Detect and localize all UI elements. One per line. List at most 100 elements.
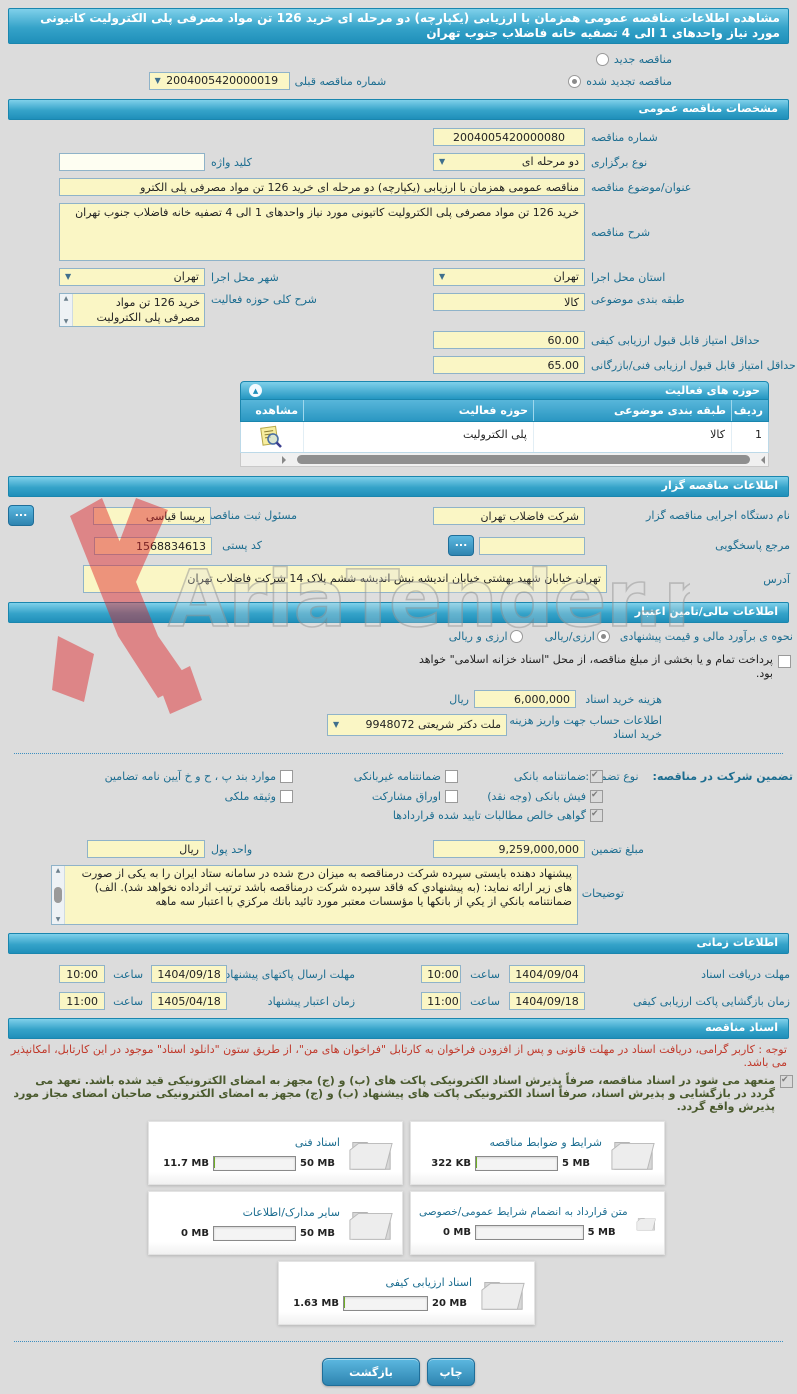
keyword-input[interactable]	[59, 153, 205, 171]
account-select[interactable]: ملت دکتر شریعتی 9948072 ▼	[327, 714, 507, 736]
registrar-label: مسئول ثبت مناقصه	[206, 509, 297, 522]
bank-slip-label: فیش بانکی (وجه نقد)	[487, 790, 586, 803]
bonds-label: اوراق مشارکت	[371, 790, 441, 803]
contact-row: مرجع پاسخگویی ... کد پستی 1568834613	[0, 535, 797, 556]
new-tender-radio[interactable]	[595, 53, 609, 66]
file-box-terms[interactable]: شرایط و ضوابط مناقصه 322 KB 5 MB	[410, 1121, 665, 1185]
account-label: اطلاعات حساب جهت واریز هزینه خرید اسناد	[509, 714, 662, 741]
property-collateral-checkbox[interactable]	[280, 790, 293, 803]
table-horizontal-scrollbar[interactable]	[240, 453, 769, 467]
method-keyword-row: نوع برگزاری دو مرحله ای ▼ کلید واژه	[0, 153, 797, 171]
folder-icon	[611, 1141, 655, 1170]
validity-time-field[interactable]: 11:00	[59, 992, 106, 1010]
registrar-more-button[interactable]: ...	[8, 505, 34, 526]
document-files: شرایط و ضوابط مناقصه 322 KB 5 MB اسناد فن…	[148, 1121, 665, 1325]
opening-date-field[interactable]: 1404/09/18	[509, 992, 585, 1010]
file-box-technical[interactable]: اسناد فنی 11.7 MB 50 MB	[148, 1121, 403, 1185]
scrollbar-thumb[interactable]	[296, 455, 750, 464]
province-select[interactable]: تهران ▼	[433, 268, 585, 286]
row-area-cell: پلی الکترولیت	[303, 422, 533, 452]
previous-tender-number-select[interactable]: 2004005420000019 ▼	[148, 72, 290, 90]
bylaw-items-label: موارد بند پ ، ح و خ آیین نامه تضامین	[104, 770, 276, 783]
esignature-pledge-checkbox[interactable]	[780, 1075, 793, 1088]
min-quality-field[interactable]: 60.00	[433, 331, 585, 349]
scroll-down-icon[interactable]: ▼	[63, 318, 69, 325]
scroll-right-icon[interactable]	[281, 455, 290, 464]
scroll-up-icon[interactable]: ▲	[63, 295, 69, 302]
page-title: مشاهده اطلاعات مناقصه عمومی همزمان با ار…	[8, 8, 789, 44]
notes-label: توضیحات	[581, 887, 624, 900]
section-timing-info: اطلاعات زمانی	[8, 933, 789, 954]
activity-listbox[interactable]: خرید 126 تن مواد مصرفی پلی الکترولیت کات…	[59, 293, 205, 327]
print-button[interactable]: چاپ	[427, 1358, 475, 1386]
guarantee-amount-field[interactable]: 9,259,000,000	[433, 840, 585, 858]
hour-label: ساعت	[470, 967, 500, 981]
mixed-currency-radio[interactable]	[509, 630, 523, 643]
guarantee-amount-label: مبلغ تضمین	[591, 842, 644, 856]
renewed-tender-radio[interactable]	[568, 74, 582, 88]
currency-unit-field[interactable]: ریال	[87, 840, 205, 858]
address-field[interactable]: تهران خیابان شهید بهشتی خیابان اندیشه نب…	[83, 565, 607, 593]
agency-name-field[interactable]: شرکت فاضلاب تهران	[433, 506, 585, 525]
opening-time-field[interactable]: 11:00	[421, 992, 462, 1010]
file-box-other[interactable]: سایر مدارک/اطلاعات 0 MB 50 MB	[148, 1191, 403, 1255]
tender-number-field[interactable]: 2004005420000080	[433, 128, 585, 146]
doc-fee-field[interactable]: 6,000,000	[474, 690, 576, 708]
nonbank-guarantee-checkbox[interactable]	[445, 770, 458, 783]
doc-fee-row: هزینه خرید اسناد 6,000,000 ریال	[0, 690, 793, 708]
scroll-left-icon[interactable]	[757, 455, 765, 464]
section-general-specs: مشخصات مناقصه عمومی	[8, 99, 789, 120]
classification-field[interactable]: کالا	[433, 293, 585, 311]
contact-more-button[interactable]: ...	[448, 535, 474, 556]
bank-slip-checkbox[interactable]	[590, 790, 603, 803]
scrollbar-thumb[interactable]	[54, 887, 62, 903]
scroll-up-icon[interactable]: ▲	[55, 867, 61, 874]
method-select[interactable]: دو مرحله ای ▼	[433, 153, 585, 171]
rial-currency-radio[interactable]	[596, 630, 610, 643]
bonds-checkbox[interactable]	[445, 790, 458, 803]
bank-guarantee-checkbox[interactable]	[590, 770, 603, 783]
notes-scrollbar[interactable]: ▲ ▼	[52, 866, 65, 924]
file-box-quality-eval[interactable]: اسناد ارزیابی کیفی 1.63 MB 20 MB	[278, 1261, 535, 1325]
file-label: شرایط و ضوابط مناقصه	[489, 1135, 603, 1149]
mixed-currency-label: ارزی و ریالی	[448, 630, 508, 643]
file-progressbar	[343, 1295, 428, 1311]
folder-icon	[349, 1141, 393, 1170]
city-select[interactable]: تهران ▼	[59, 268, 205, 286]
tender-view-page: { "banner": {"title": "مشاهده اطلاعات من…	[0, 8, 797, 1394]
file-box-contract[interactable]: متن قرارداد به انضمام شرایط عمومی/خصوصی …	[410, 1191, 665, 1255]
collapse-icon[interactable]: ▲	[249, 384, 262, 397]
file-size: 0 MB	[442, 1227, 471, 1238]
treasury-checkbox[interactable]	[778, 655, 791, 668]
file-max-size: 50 MB	[300, 1227, 335, 1239]
folder-icon	[636, 1218, 656, 1231]
view-details-icon[interactable]	[258, 424, 284, 450]
opening-time-label: زمان بازگشایی پاکت ارزیابی کیفی	[632, 994, 790, 1008]
validity-date-field[interactable]: 1405/04/18	[151, 992, 228, 1010]
description-textarea[interactable]: خرید 126 تن مواد مصرفی پلی الکترولیت کات…	[59, 203, 585, 261]
send-deadline-label: مهلت ارسال پاکتهای پیشنهاد	[225, 967, 356, 981]
net-claims-checkbox[interactable]	[590, 809, 603, 822]
receive-time-field[interactable]: 10:00	[421, 965, 462, 983]
agency-name-row: نام دستگاه اجرایی مناقصه گزار شرکت فاضلا…	[0, 505, 797, 526]
notes-textarea[interactable]: پیشنهاد دهنده بایستی سپرده شرکت درمناقصه…	[51, 865, 578, 925]
back-button[interactable]: بازگشت	[322, 1358, 420, 1386]
download-notice-text: توجه : کاربر گرامی، دریافت اسناد در مهلت…	[10, 1043, 787, 1069]
file-progressbar	[475, 1155, 558, 1171]
min-tech-field[interactable]: 65.00	[433, 356, 585, 374]
bylaw-items-checkbox[interactable]	[280, 770, 293, 783]
timing-row-1: مهلت دریافت اسناد 1404/09/04 ساعت 10:00 …	[0, 965, 790, 983]
receive-date-field[interactable]: 1404/09/04	[509, 965, 585, 983]
col-row-header: ردیف	[731, 400, 768, 421]
listbox-scrollbar[interactable]: ▲ ▼	[60, 294, 73, 326]
contact-ref-field[interactable]	[479, 536, 585, 555]
subject-input[interactable]: مناقصه عمومی همزمان با ارزیابی (یکپارچه)…	[59, 178, 585, 196]
registrar-field[interactable]: پریسا قیاسی	[93, 506, 211, 525]
send-time-field[interactable]: 10:00	[59, 965, 106, 983]
scroll-down-icon[interactable]: ▼	[55, 916, 61, 923]
send-date-field[interactable]: 1404/09/18	[151, 965, 228, 983]
postal-code-field[interactable]: 1568834613	[94, 536, 212, 555]
col-class-header: طبقه بندی موضوعی	[533, 400, 731, 421]
section-financial-info: اطلاعات مالی/تامین اعتبار	[8, 602, 789, 623]
file-max-size: 5 MB	[562, 1157, 591, 1169]
